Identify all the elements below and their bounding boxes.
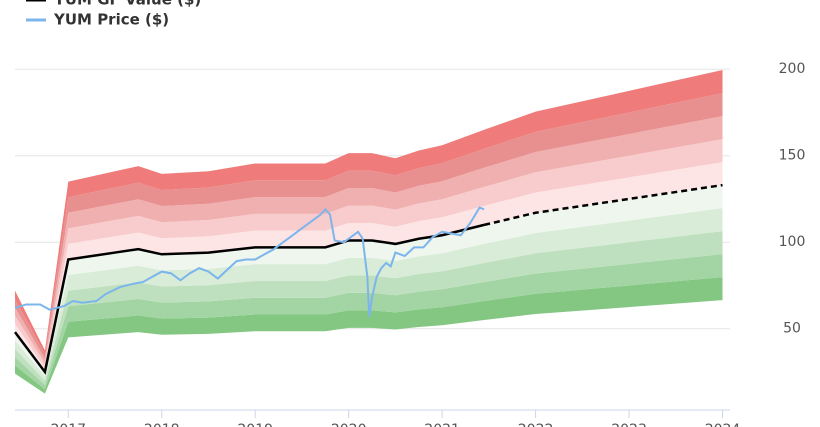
x-tick-label: 2021: [424, 422, 460, 427]
x-tick-label: 2019: [237, 422, 273, 427]
valuation-band: [15, 208, 723, 381]
x-tick-label: 2024: [705, 422, 741, 427]
valuation-band: [15, 231, 723, 385]
x-tick-label: 2022: [518, 422, 554, 427]
legend-label: YUM Price ($): [53, 11, 169, 29]
x-tick-label: 2023: [611, 422, 647, 427]
valuation-band: [15, 70, 723, 355]
y-tick-label: 100: [779, 234, 806, 250]
legend-label: YUM GF Value ($): [53, 0, 201, 9]
valuation-band: [15, 162, 723, 372]
y-tick-label: 150: [779, 148, 806, 164]
valuation-band: [15, 116, 723, 364]
price-line: [14, 206, 485, 317]
gf-value-projection: [483, 183, 723, 227]
valuation-band: [15, 185, 723, 377]
valuation-band: [15, 93, 723, 359]
valuation-band: [15, 277, 723, 394]
valuation-band: [15, 254, 723, 390]
y-tick-label: 200: [779, 61, 806, 77]
valuation-band: [15, 139, 723, 368]
x-tick-label: 2017: [50, 422, 86, 427]
legend: YUM GF Value ($) YUM Price ($): [26, 0, 201, 29]
y-tick-label: 50: [783, 321, 801, 337]
x-tick-label: 2018: [144, 422, 180, 427]
x-tick-label: 2020: [331, 422, 367, 427]
gf-value-line: [14, 223, 485, 375]
